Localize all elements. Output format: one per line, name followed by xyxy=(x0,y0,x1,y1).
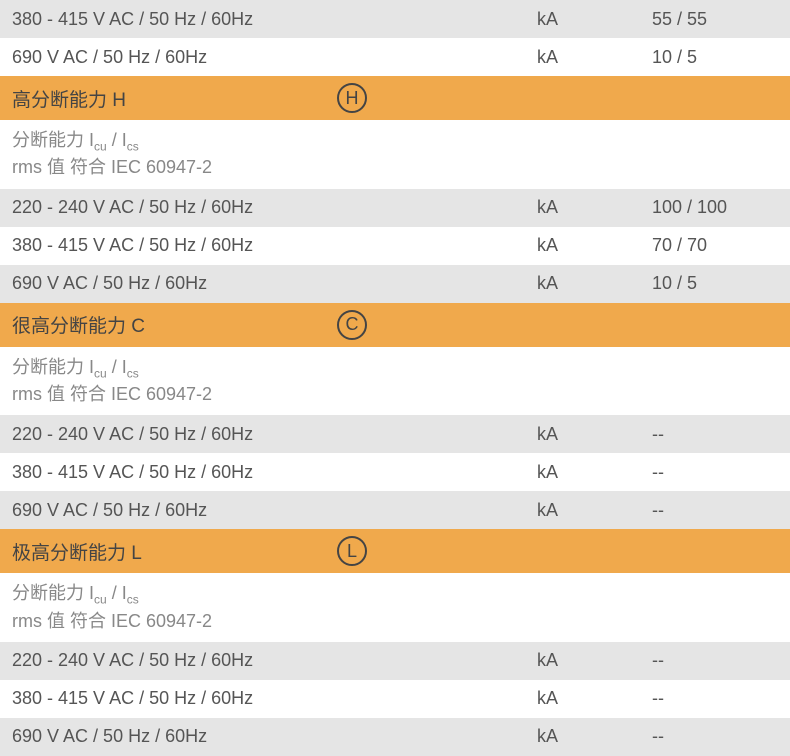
row-label: 220 - 240 V AC / 50 Hz / 60Hz xyxy=(12,424,537,445)
row-value: 55 / 55 xyxy=(652,9,778,30)
table-row: 690 V AC / 50 Hz / 60HzkA-- xyxy=(0,491,790,529)
row-label: 220 - 240 V AC / 50 Hz / 60Hz xyxy=(12,650,537,671)
row-unit: kA xyxy=(537,235,652,256)
section-letter-icon: H xyxy=(337,83,367,113)
row-unit: kA xyxy=(537,197,652,218)
row-value: -- xyxy=(652,650,778,671)
desc-line-2: rms 值 符合 IEC 60947-2 xyxy=(12,155,778,180)
row-value: 10 / 5 xyxy=(652,273,778,294)
table-row: 220 - 240 V AC / 50 Hz / 60HzkA-- xyxy=(0,642,790,680)
section-header: 高分断能力 HH xyxy=(0,76,790,120)
row-label: 690 V AC / 50 Hz / 60Hz xyxy=(12,273,537,294)
spec-table: 380 - 415 V AC / 50 Hz / 60HzkA55 / 5569… xyxy=(0,0,790,756)
table-row: 220 - 240 V AC / 50 Hz / 60HzkA-- xyxy=(0,415,790,453)
row-unit: kA xyxy=(537,462,652,483)
table-row: 220 - 240 V AC / 50 Hz / 60HzkA100 / 100 xyxy=(0,189,790,227)
section-title: 很高分断能力 C xyxy=(12,311,337,338)
row-label: 380 - 415 V AC / 50 Hz / 60Hz xyxy=(12,462,537,483)
row-unit: kA xyxy=(537,424,652,445)
table-row: 380 - 415 V AC / 50 Hz / 60HzkA55 / 55 xyxy=(0,0,790,38)
desc-line-1: 分断能力 Icu / Ics xyxy=(12,581,778,608)
desc-line-2: rms 值 符合 IEC 60947-2 xyxy=(12,382,778,407)
desc-line-1: 分断能力 Icu / Ics xyxy=(12,128,778,155)
row-unit: kA xyxy=(537,688,652,709)
row-label: 220 - 240 V AC / 50 Hz / 60Hz xyxy=(12,197,537,218)
row-value: -- xyxy=(652,726,778,747)
row-value: -- xyxy=(652,500,778,521)
row-value: -- xyxy=(652,424,778,445)
table-row: 690 V AC / 50 Hz / 60HzkA10 / 5 xyxy=(0,38,790,76)
row-unit: kA xyxy=(537,273,652,294)
row-value: 100 / 100 xyxy=(652,197,778,218)
section-title: 高分断能力 H xyxy=(12,85,337,112)
section-description: 分断能力 Icu / Icsrms 值 符合 IEC 60947-2 xyxy=(0,573,790,642)
row-unit: kA xyxy=(537,650,652,671)
section-header: 很高分断能力 CC xyxy=(0,303,790,347)
table-row: 380 - 415 V AC / 50 Hz / 60HzkA-- xyxy=(0,453,790,491)
table-row: 380 - 415 V AC / 50 Hz / 60HzkA-- xyxy=(0,680,790,718)
section-letter-icon: L xyxy=(337,536,367,566)
section-description: 分断能力 Icu / Icsrms 值 符合 IEC 60947-2 xyxy=(0,347,790,416)
section-description: 分断能力 Icu / Icsrms 值 符合 IEC 60947-2 xyxy=(0,120,790,189)
row-label: 690 V AC / 50 Hz / 60Hz xyxy=(12,500,537,521)
row-label: 690 V AC / 50 Hz / 60Hz xyxy=(12,726,537,747)
row-label: 380 - 415 V AC / 50 Hz / 60Hz xyxy=(12,9,537,30)
section-header: 极高分断能力 LL xyxy=(0,529,790,573)
row-unit: kA xyxy=(537,500,652,521)
section-title: 极高分断能力 L xyxy=(12,538,337,565)
section-letter-icon: C xyxy=(337,310,367,340)
row-label: 380 - 415 V AC / 50 Hz / 60Hz xyxy=(12,688,537,709)
table-row: 690 V AC / 50 Hz / 60HzkA-- xyxy=(0,718,790,756)
row-value: -- xyxy=(652,688,778,709)
row-value: -- xyxy=(652,462,778,483)
table-row: 690 V AC / 50 Hz / 60HzkA10 / 5 xyxy=(0,265,790,303)
row-unit: kA xyxy=(537,9,652,30)
desc-line-1: 分断能力 Icu / Ics xyxy=(12,355,778,382)
row-value: 10 / 5 xyxy=(652,47,778,68)
row-label: 380 - 415 V AC / 50 Hz / 60Hz xyxy=(12,235,537,256)
desc-line-2: rms 值 符合 IEC 60947-2 xyxy=(12,609,778,634)
row-label: 690 V AC / 50 Hz / 60Hz xyxy=(12,47,537,68)
table-row: 380 - 415 V AC / 50 Hz / 60HzkA70 / 70 xyxy=(0,227,790,265)
row-unit: kA xyxy=(537,726,652,747)
row-unit: kA xyxy=(537,47,652,68)
row-value: 70 / 70 xyxy=(652,235,778,256)
